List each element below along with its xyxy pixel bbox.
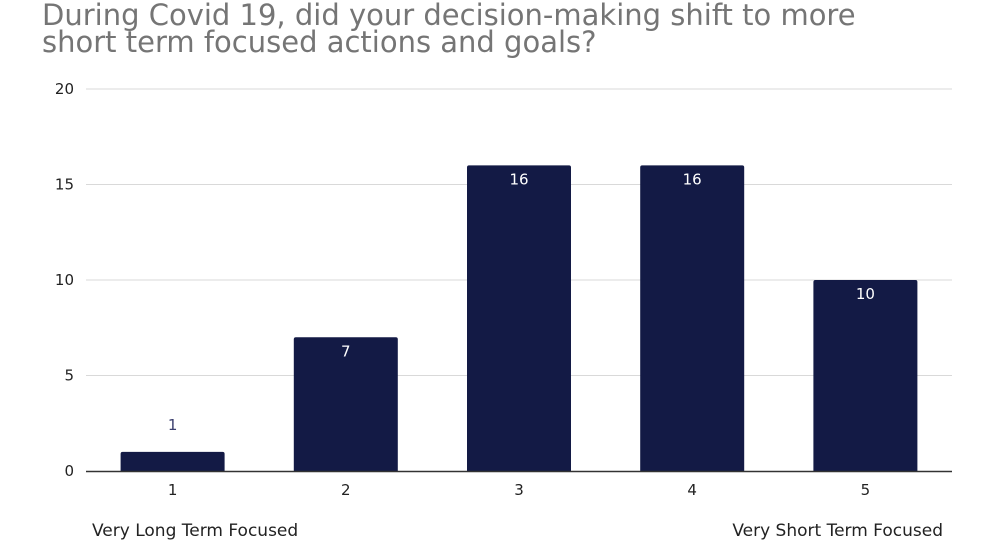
y-tick-label: 15 [55,176,74,194]
x-axis-ticks: 1 2 3 4 5 [168,481,870,499]
bar-2 [293,337,398,471]
bar-4 [640,165,745,471]
y-tick-label: 5 [64,367,74,385]
data-label-3: 16 [509,170,528,188]
bar-3 [467,165,571,471]
scale-label-right: Very Short Term Focused [732,521,943,541]
data-label-5: 10 [856,285,875,303]
data-label-1: 1 [168,416,178,434]
y-axis-ticks: 0 5 10 15 20 [55,80,74,480]
y-tick-label: 0 [64,462,74,480]
y-tick-label: 20 [55,80,74,98]
x-tick-label: 5 [861,481,871,499]
x-tick-label: 4 [687,481,697,499]
chart-title-line-2: short term focused actions and goals? [42,25,597,59]
bar-1 [120,451,225,471]
x-tick-label: 3 [514,481,524,499]
chart-title: During Covid 19, did your decision-makin… [42,0,982,59]
bar-5 [813,280,918,471]
y-tick-label: 10 [55,271,74,289]
x-tick-label: 2 [341,481,351,499]
data-label-2: 7 [341,342,351,360]
data-label-4: 16 [683,170,702,188]
data-labels: 1 7 16 16 10 [168,170,875,434]
x-tick-label: 1 [168,481,178,499]
bars [120,165,918,471]
chart-title-line-1: During Covid 19, did your decision-makin… [42,0,856,32]
scale-label-left: Very Long Term Focused [92,521,299,541]
